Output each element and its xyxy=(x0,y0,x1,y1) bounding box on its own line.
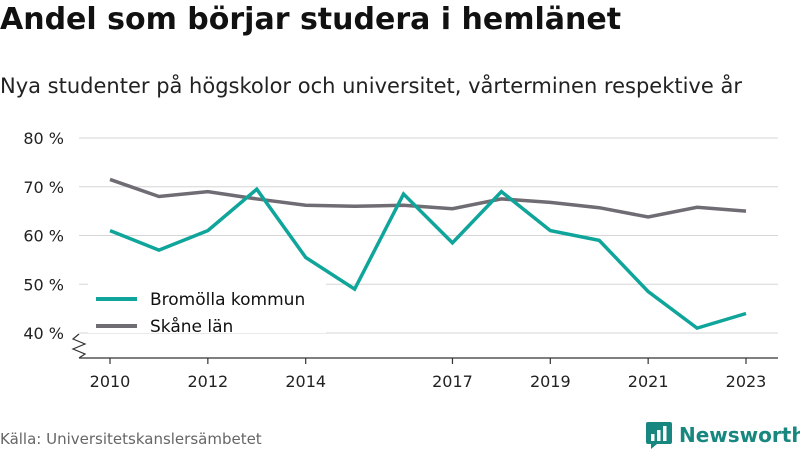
y-tick-label: 50 % xyxy=(23,275,64,294)
brand: Newsworthy xyxy=(645,420,800,450)
y-tick-label: 40 % xyxy=(23,324,64,343)
x-tick-label: 2010 xyxy=(90,372,131,391)
series-line-0 xyxy=(109,186,747,331)
line-chart: 40 %50 %60 %70 %80 % 2010 2012 2014 2017 201… xyxy=(23,129,778,391)
x-tick-label: 2023 xyxy=(726,372,767,391)
x-tick-label: 2014 xyxy=(285,372,326,391)
x-tick-label: 2019 xyxy=(530,372,571,391)
series-lines xyxy=(109,177,747,331)
y-axis-ticks: 40 % 50 % 60 % 70 % 80 % xyxy=(23,129,87,359)
axis-break-icon xyxy=(71,333,87,359)
x-axis: 2010 2012 2014 2017 2019 2021 2023 xyxy=(79,357,778,391)
x-tick-label: 2017 xyxy=(432,372,473,391)
source-note: Källa: Universitetskanslersämbetet xyxy=(0,430,262,448)
newsworthy-logo-icon xyxy=(646,422,672,449)
legend-label: Skåne län xyxy=(150,316,233,337)
y-tick-label: 70 % xyxy=(23,178,64,197)
brand-name: Newsworthy xyxy=(679,423,800,447)
legend-label: Bromölla kommun xyxy=(150,290,305,310)
chart-title: Andel som börjar studera i hemlänet xyxy=(0,2,622,37)
chart-subtitle: Nya studenter på högskolor och universit… xyxy=(0,74,742,98)
y-tick-label: 60 % xyxy=(23,227,64,246)
x-tick-label: 2012 xyxy=(187,372,228,391)
series-line-1 xyxy=(109,177,747,219)
x-tick-label: 2021 xyxy=(628,372,669,391)
legend: Bromölla kommun Skåne län xyxy=(88,283,326,337)
y-tick-label: 80 % xyxy=(23,129,64,148)
